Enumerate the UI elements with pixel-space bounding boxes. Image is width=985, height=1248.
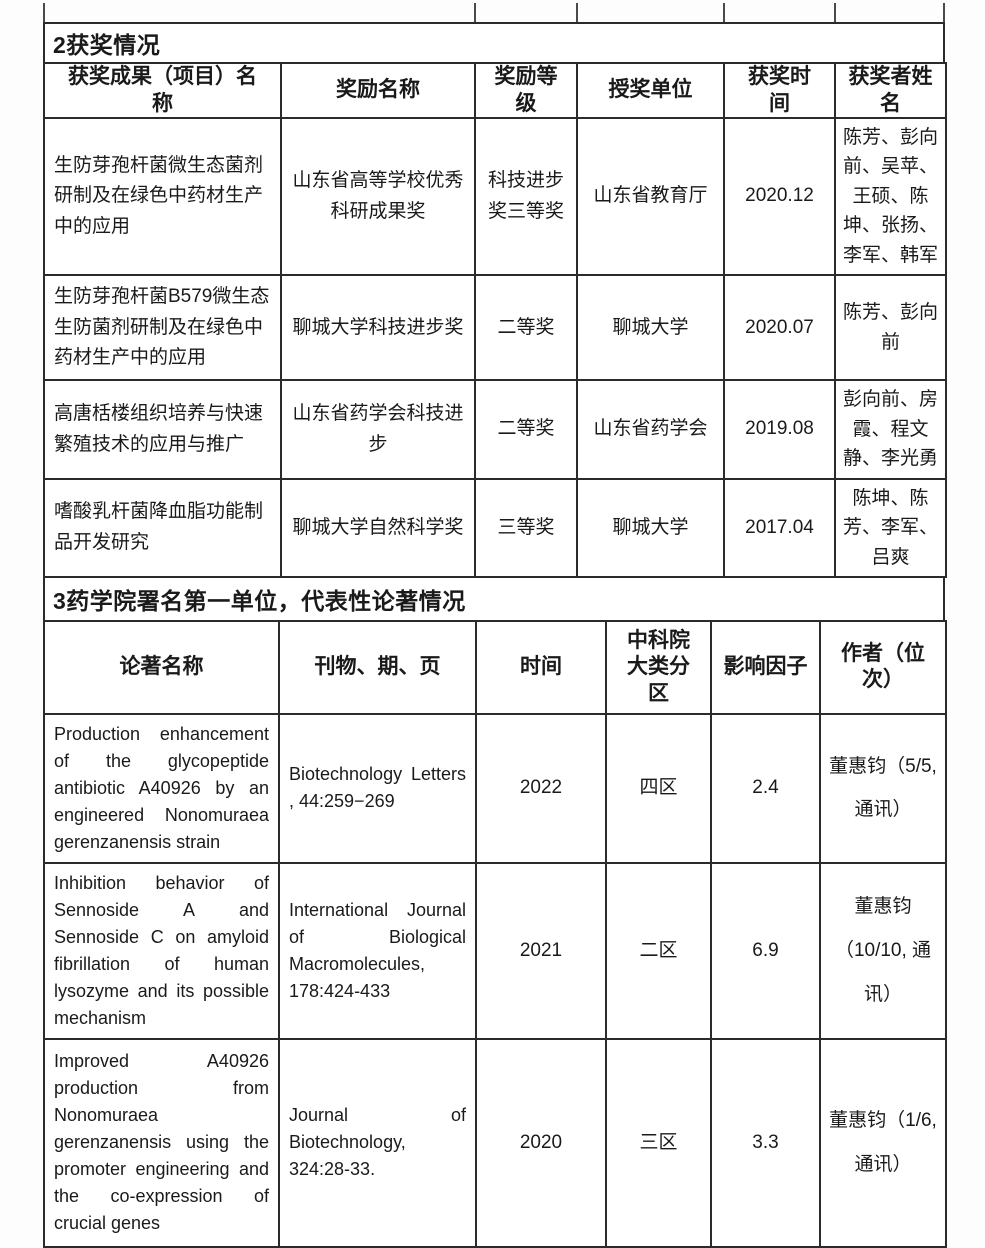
publication-impact-cell: 2.4 bbox=[710, 712, 821, 864]
page-crease-ticks bbox=[43, 0, 945, 22]
publication-year-cell: 2022 bbox=[475, 712, 607, 864]
table-edge-remnant bbox=[943, 3, 945, 22]
publications-col-header-title: 论著名称 bbox=[43, 619, 280, 715]
award-winners-cell: 彭向前、房霞、程文静、李光勇 bbox=[834, 379, 947, 480]
publications-table: 论著名称 刊物、期、页 时间 中科院大类分区 影响因子 作者（位次） Produ… bbox=[43, 619, 947, 1248]
award-time-cell: 2017.04 bbox=[723, 477, 836, 578]
publication-partition-cell: 四区 bbox=[605, 712, 712, 864]
publication-row: Improved A40926 production from Nonomura… bbox=[43, 1037, 947, 1248]
publications-col-header-authors: 作者（位次） bbox=[819, 619, 947, 715]
table-edge-remnant bbox=[576, 3, 578, 22]
publication-authors-cell: 董惠钧（1/6, 通讯） bbox=[819, 1037, 947, 1248]
publications-col-header-journal: 刊物、期、页 bbox=[278, 619, 477, 715]
award-unit-cell: 聊城大学 bbox=[576, 274, 725, 382]
award-title-cell: 山东省高等学校优秀科研成果奖 bbox=[280, 116, 476, 277]
table-edge-remnant bbox=[723, 3, 725, 22]
award-name-cell: 生防芽孢杆菌B579微生态生防菌剂研制及在绿色中药材生产中的应用 bbox=[43, 274, 282, 382]
publication-year-cell: 2021 bbox=[475, 861, 607, 1040]
publications-section-title: 3药学院署名第一单位，代表性论著情况 bbox=[43, 575, 945, 620]
award-row: 生防芽孢杆菌B579微生态生防菌剂研制及在绿色中药材生产中的应用 聊城大学科技进… bbox=[43, 274, 947, 382]
award-title-cell: 聊城大学科技进步奖 bbox=[280, 274, 476, 382]
award-time-cell: 2020.12 bbox=[723, 116, 836, 277]
award-winners-cell: 陈芳、彭向前、吴苹、王硕、陈坤、张扬、李军、韩军 bbox=[834, 116, 947, 277]
awards-header-row: 获奖成果（项目）名称 奖励名称 奖励等级 授奖单位 获奖时间 获奖者姓名 bbox=[43, 62, 947, 119]
award-winners-cell: 陈坤、陈芳、李军、吕爽 bbox=[834, 477, 947, 578]
publication-authors-cell: 董惠钧（10/10, 通讯） bbox=[819, 861, 947, 1040]
award-level-cell: 二等奖 bbox=[474, 379, 578, 480]
award-winners-cell: 陈芳、彭向前 bbox=[834, 274, 947, 382]
awards-col-header-award: 奖励名称 bbox=[280, 62, 476, 119]
awards-col-header-name: 获奖成果（项目）名称 bbox=[43, 62, 282, 119]
publication-journal-cell: Biotechnology Letters , 44:259−269 bbox=[278, 712, 477, 864]
award-row: 高唐栝楼组织培养与快速繁殖技术的应用与推广 山东省药学会科技进步 二等奖 山东省… bbox=[43, 379, 947, 480]
award-unit-cell: 山东省教育厅 bbox=[576, 116, 725, 277]
awards-col-header-time: 获奖时间 bbox=[723, 62, 836, 119]
table-edge-remnant bbox=[43, 3, 45, 22]
publication-impact-cell: 3.3 bbox=[710, 1037, 821, 1248]
award-level-cell: 三等奖 bbox=[474, 477, 578, 578]
publications-col-header-partition: 中科院大类分区 bbox=[605, 619, 712, 715]
award-time-cell: 2020.07 bbox=[723, 274, 836, 382]
publication-journal-cell: Journal of Biotechnology, 324:28-33. bbox=[278, 1037, 477, 1248]
publications-col-header-year: 时间 bbox=[475, 619, 607, 715]
award-name-cell: 生防芽孢杆菌微生态菌剂研制及在绿色中药材生产中的应用 bbox=[43, 116, 282, 277]
publication-title-cell: Inhibition behavior of Sennoside A and S… bbox=[43, 861, 280, 1040]
awards-col-header-unit: 授奖单位 bbox=[576, 62, 725, 119]
award-row: 嗜酸乳杆菌降血脂功能制品开发研究 聊城大学自然科学奖 三等奖 聊城大学 2017… bbox=[43, 477, 947, 578]
awards-col-header-level: 奖励等级 bbox=[474, 62, 578, 119]
award-title-cell: 山东省药学会科技进步 bbox=[280, 379, 476, 480]
publication-authors-cell: 董惠钧（5/5, 通讯） bbox=[819, 712, 947, 864]
award-name-cell: 嗜酸乳杆菌降血脂功能制品开发研究 bbox=[43, 477, 282, 578]
publication-partition-cell: 三区 bbox=[605, 1037, 712, 1248]
document-body: 2获奖情况 获奖成果（项目）名称 奖励名称 奖励等级 授奖单位 获奖时间 获奖者… bbox=[43, 22, 947, 1248]
awards-section-title: 2获奖情况 bbox=[43, 22, 945, 62]
award-level-cell: 科技进步奖三等奖 bbox=[474, 116, 578, 277]
award-unit-cell: 山东省药学会 bbox=[576, 379, 725, 480]
publication-title-cell: Production enhancement of the glycopepti… bbox=[43, 712, 280, 864]
publication-year-cell: 2020 bbox=[475, 1037, 607, 1248]
publication-journal-cell: International Journal of Biological Macr… bbox=[278, 861, 477, 1040]
award-name-cell: 高唐栝楼组织培养与快速繁殖技术的应用与推广 bbox=[43, 379, 282, 480]
publication-partition-cell: 二区 bbox=[605, 861, 712, 1040]
award-time-cell: 2019.08 bbox=[723, 379, 836, 480]
awards-table: 获奖成果（项目）名称 奖励名称 奖励等级 授奖单位 获奖时间 获奖者姓名 生防芽… bbox=[43, 62, 947, 578]
document: { "colors": { "page_background": "#fdfdf… bbox=[43, 0, 947, 1248]
publication-row: Production enhancement of the glycopepti… bbox=[43, 712, 947, 864]
award-title-cell: 聊城大学自然科学奖 bbox=[280, 477, 476, 578]
awards-col-header-winners: 获奖者姓名 bbox=[834, 62, 947, 119]
table-edge-remnant bbox=[834, 3, 836, 22]
award-unit-cell: 聊城大学 bbox=[576, 477, 725, 578]
award-row: 生防芽孢杆菌微生态菌剂研制及在绿色中药材生产中的应用 山东省高等学校优秀科研成果… bbox=[43, 116, 947, 277]
publication-title-cell: Improved A40926 production from Nonomura… bbox=[43, 1037, 280, 1248]
table-edge-remnant bbox=[474, 3, 476, 22]
publications-col-header-impact: 影响因子 bbox=[710, 619, 821, 715]
publication-row: Inhibition behavior of Sennoside A and S… bbox=[43, 861, 947, 1040]
publications-header-row: 论著名称 刊物、期、页 时间 中科院大类分区 影响因子 作者（位次） bbox=[43, 619, 947, 715]
publication-impact-cell: 6.9 bbox=[710, 861, 821, 1040]
award-level-cell: 二等奖 bbox=[474, 274, 578, 382]
